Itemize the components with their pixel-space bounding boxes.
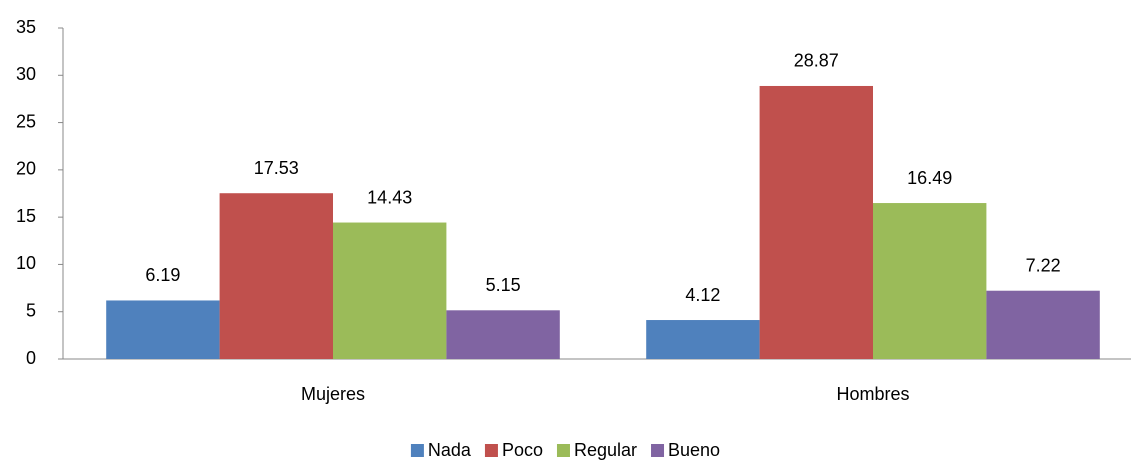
bar xyxy=(219,193,333,359)
legend-label: Bueno xyxy=(668,440,720,460)
y-tick-label: 5 xyxy=(26,300,36,320)
y-tick-label: 30 xyxy=(16,64,36,84)
bar xyxy=(646,320,760,359)
bar xyxy=(873,203,987,359)
y-tick-label: 15 xyxy=(16,206,36,226)
legend-label: Regular xyxy=(574,440,637,460)
bar xyxy=(333,222,447,359)
bar xyxy=(106,300,220,359)
legend-label: Nada xyxy=(428,440,472,460)
legend-label: Poco xyxy=(502,440,543,460)
data-label: 16.49 xyxy=(907,168,952,188)
y-tick-label: 10 xyxy=(16,253,36,273)
legend-swatch xyxy=(410,444,424,457)
bar xyxy=(446,310,560,359)
legend-swatch xyxy=(651,444,665,457)
data-label: 17.53 xyxy=(254,158,299,178)
x-tick-label: Hombres xyxy=(836,384,909,404)
data-label: 14.43 xyxy=(367,187,412,207)
x-tick-label: Mujeres xyxy=(301,384,365,404)
data-label: 7.22 xyxy=(1026,255,1061,275)
y-tick-label: 25 xyxy=(16,111,36,131)
y-tick-label: 0 xyxy=(26,348,36,368)
bar xyxy=(759,85,873,359)
bar xyxy=(986,290,1100,359)
y-tick-label: 35 xyxy=(16,17,36,37)
data-label: 28.87 xyxy=(794,51,839,71)
y-tick-label: 20 xyxy=(16,159,36,179)
legend-swatch xyxy=(484,444,498,457)
data-label: 5.15 xyxy=(486,275,521,295)
legend-swatch xyxy=(556,444,570,457)
data-label: 4.12 xyxy=(685,285,720,305)
data-label: 6.19 xyxy=(145,265,180,285)
